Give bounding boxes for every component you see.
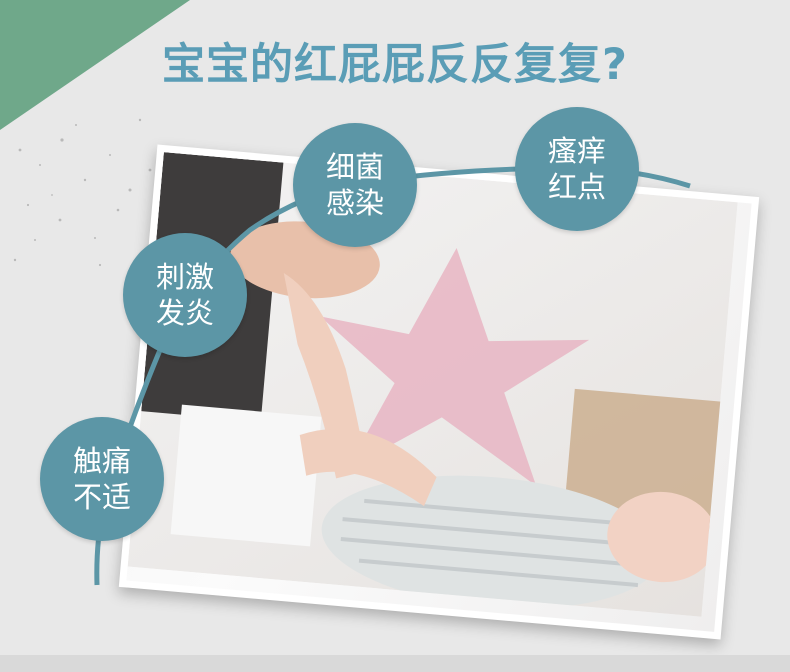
bubble-skin-rash: 瘙痒红点 [515, 107, 639, 231]
bubble-label: 瘙痒红点 [547, 134, 606, 204]
bubble-touch-pain: 触痛不适 [40, 417, 164, 541]
page-title: 宝宝的红屁屁反反复复? [162, 40, 628, 90]
bottom-band [0, 655, 790, 672]
bubble-label: 刺激发炎 [155, 260, 214, 330]
bubble-irritation-inflammation: 刺激发炎 [123, 233, 247, 357]
bubble-label: 触痛不适 [72, 444, 131, 514]
bubble-label: 细菌感染 [325, 150, 384, 220]
corner-triangle [0, 0, 190, 130]
bubble-bacterial-infection: 细菌感染 [293, 123, 417, 247]
